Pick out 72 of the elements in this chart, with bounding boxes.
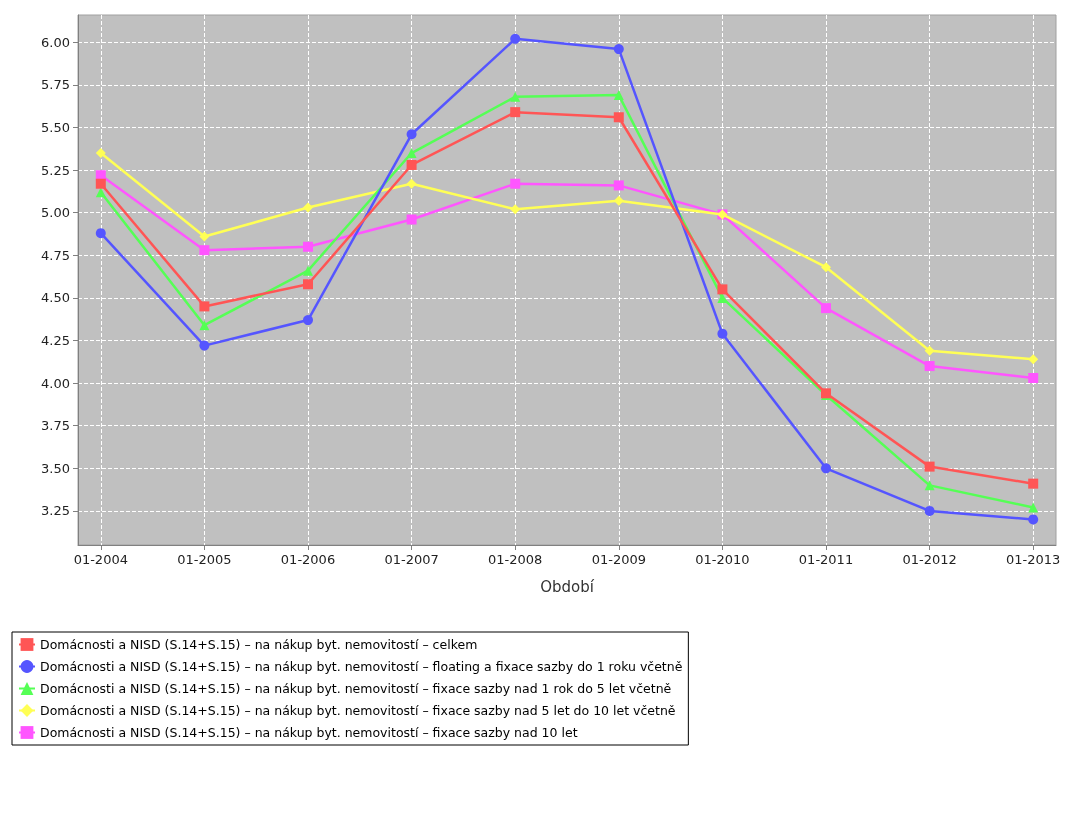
point xyxy=(1028,354,1039,365)
x-tick-label: 01-2010 xyxy=(695,552,750,567)
y-tick-label: 3.25 xyxy=(41,503,70,519)
point xyxy=(95,148,106,159)
point xyxy=(510,107,521,118)
x-tick-label: 01-2004 xyxy=(73,552,128,567)
point xyxy=(924,345,935,356)
y-tick-label: 5.00 xyxy=(41,205,70,221)
point xyxy=(821,262,831,273)
point xyxy=(821,303,831,314)
point xyxy=(717,284,728,295)
point xyxy=(924,480,935,491)
legend-label: Domácnosti a NISD (S.14+S.15) – na nákup byt. nemovitostí – floating a fixace sazby do 1 roku včetně xyxy=(40,659,683,674)
y-tick-label: 5.50 xyxy=(41,119,70,135)
y-tick-label: 4.50 xyxy=(41,290,70,306)
y-tick-label: 3.50 xyxy=(41,460,70,476)
point xyxy=(510,204,521,215)
legend-label: Domácnosti a NISD (S.14+S.15) – na nákup byt. nemovitostí – celkem xyxy=(40,637,478,652)
point xyxy=(924,461,935,472)
point xyxy=(199,320,210,331)
point xyxy=(199,340,210,351)
y-tick-label: 4.25 xyxy=(41,333,70,348)
point xyxy=(510,178,521,189)
y-tick-label: 6.00 xyxy=(41,34,70,50)
x-tick-label: 01-2011 xyxy=(798,552,854,567)
point xyxy=(199,301,210,312)
point xyxy=(613,195,624,206)
legend-label: Domácnosti a NISD (S.14+S.15) – na nákup byt. nemovitostí – fixace sazby nad 10 let xyxy=(40,725,578,740)
point xyxy=(199,231,210,242)
point xyxy=(199,245,210,256)
point xyxy=(95,178,106,189)
x-tick-label: 01-2009 xyxy=(591,552,646,567)
point xyxy=(613,90,624,101)
x-tick-label: 01-2013 xyxy=(1006,552,1061,567)
point xyxy=(1028,514,1039,525)
point xyxy=(510,33,521,44)
point xyxy=(613,44,624,55)
point xyxy=(406,159,417,170)
x-tick-label: 01-2012 xyxy=(902,552,957,567)
x-axis-title: Období xyxy=(540,577,595,596)
point xyxy=(303,315,313,326)
x-tick-label: 01-2007 xyxy=(384,552,439,567)
point xyxy=(95,228,106,239)
y-tick-label: 5.25 xyxy=(41,162,70,178)
point xyxy=(303,202,313,213)
point xyxy=(1028,372,1039,383)
legend-label: Domácnosti a NISD (S.14+S.15) – na nákup byt. nemovitostí – fixace sazby nad 1 rok do 5 let včetně xyxy=(40,681,672,696)
point xyxy=(717,328,728,339)
point xyxy=(406,129,417,140)
point xyxy=(924,361,935,372)
point xyxy=(821,463,831,474)
point xyxy=(613,112,624,123)
point xyxy=(924,505,935,516)
legend-label: Domácnosti a NISD (S.14+S.15) – na nákup byt. nemovitostí – fixace sazby nad 5 let do 10 let včetně xyxy=(40,703,676,718)
point xyxy=(95,170,106,181)
x-tick-label: 01-2008 xyxy=(488,552,543,567)
y-tick-label: 3.75 xyxy=(41,418,70,434)
y-tick-label: 5.75 xyxy=(41,77,70,93)
point xyxy=(406,214,417,225)
point xyxy=(1028,478,1039,489)
x-tick-label: 01-2005 xyxy=(177,552,232,567)
point xyxy=(303,279,313,290)
point xyxy=(406,148,417,159)
point xyxy=(510,91,521,102)
y-tick-label: 4.00 xyxy=(41,375,70,391)
point xyxy=(406,178,417,189)
y-tick-label: 4.75 xyxy=(41,247,70,263)
point xyxy=(1028,502,1039,513)
x-tick-label: 01-2006 xyxy=(280,552,336,567)
point xyxy=(613,180,624,191)
point xyxy=(303,241,313,252)
point xyxy=(303,265,313,276)
